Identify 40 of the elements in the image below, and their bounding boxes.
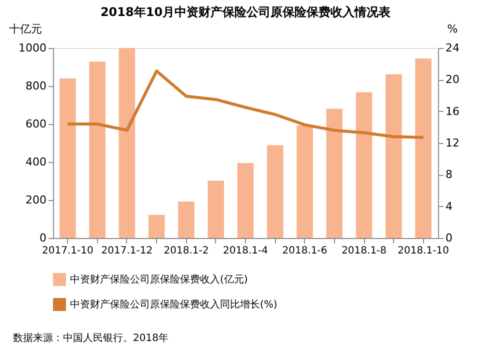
bar [60,78,76,238]
bar [89,62,106,238]
bar [118,48,136,238]
bar [266,145,284,238]
y2-tick-label: 24 [446,42,460,54]
y2-tick-label: 20 [446,73,460,86]
x-tick-label: 2018.1-4 [223,246,268,256]
y-tick-label: 1000 [18,42,46,54]
x-tick-label: 2018.1-2 [164,246,209,256]
bar [148,214,165,238]
y-tick-label: 400 [26,156,46,168]
x-tick-label: 2018.1-6 [282,246,328,256]
y2-tick-label: 8 [446,168,452,182]
bar [208,180,224,238]
y2-tick-label: 12 [446,136,460,150]
bar [237,162,254,238]
bar [178,202,194,238]
chart-title: 2018年10月中资财产保险公司原保险保费收入情况表 [100,5,392,19]
y2-tick-label: 4 [446,200,452,213]
x-tick-label: 2018.1-8 [342,246,387,256]
source-note: 数据来源：中国人民银行。2018年 [13,332,168,344]
bar [356,92,372,238]
bar [326,108,343,238]
y-axis-title: 十亿元 [9,22,42,36]
y2-axis-title: % [447,22,458,36]
bar [415,58,432,238]
line-series [66,69,425,139]
y-tick-label: 0 [40,232,46,244]
x-tick-label: 2018.1-10 [398,246,449,256]
bar [386,74,402,238]
bar [296,125,313,238]
x-tick-label: 2017.1-12 [101,246,153,256]
x-tick-label: 2017.1-10 [42,246,94,256]
y2-tick-label: 16 [446,104,460,118]
y2-tick-label: 0 [446,232,452,244]
legend-label: 中资财产保险公司原保险保费收入(亿元) [70,274,248,286]
legend-label: 中资财产保险公司原保险保费收入同比增长(%) [70,298,278,310]
y-tick-label: 200 [26,194,46,206]
y-tick-label: 600 [26,118,46,130]
y-tick-label: 800 [26,80,46,92]
